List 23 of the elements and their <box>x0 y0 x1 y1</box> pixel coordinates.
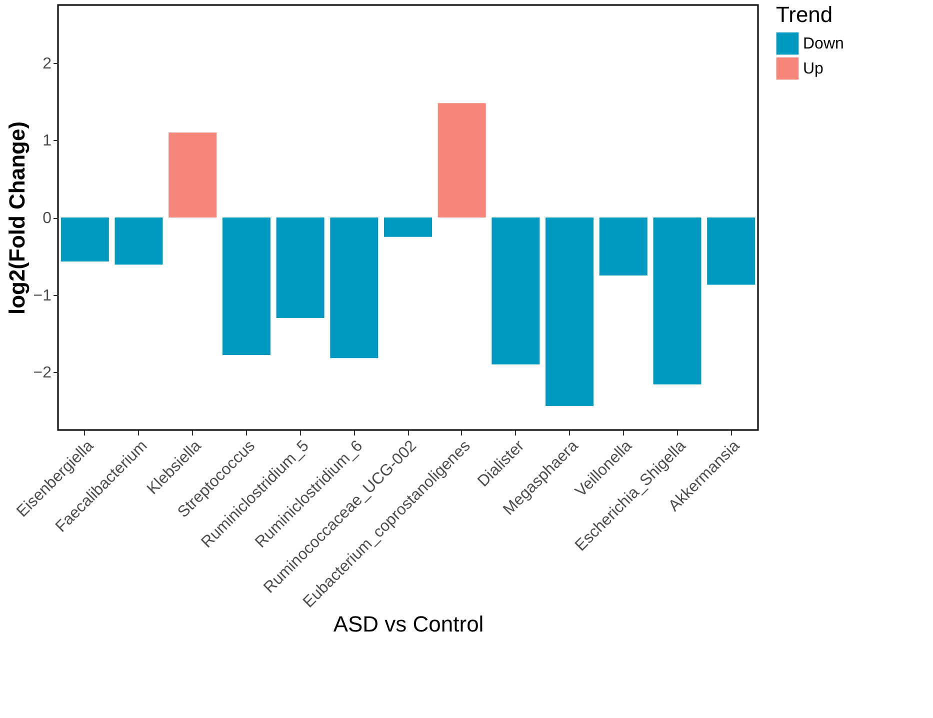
x-axis-title: ASD vs Control <box>333 611 484 636</box>
bar <box>492 218 540 364</box>
bar <box>707 218 756 285</box>
bar <box>599 218 648 276</box>
y-tick-label: 2 <box>42 55 52 72</box>
legend-label: Down <box>803 36 844 52</box>
bar <box>653 218 702 384</box>
bar <box>222 218 270 356</box>
bar <box>276 218 324 318</box>
bar <box>114 218 163 265</box>
y-tick-label: −2 <box>33 364 52 382</box>
bar <box>330 218 378 358</box>
y-tick-label: 0 <box>42 210 52 227</box>
y-axis-title: log2(Fold Change) <box>4 121 30 315</box>
bar <box>546 218 594 406</box>
bar <box>438 103 486 218</box>
legend-label: Up <box>803 60 824 78</box>
bar <box>384 218 432 237</box>
y-tick-label: −1 <box>33 287 52 304</box>
legend-title: Trend <box>776 2 833 27</box>
y-tick-label: 1 <box>42 132 52 150</box>
bar <box>168 132 217 218</box>
bar <box>60 218 109 262</box>
